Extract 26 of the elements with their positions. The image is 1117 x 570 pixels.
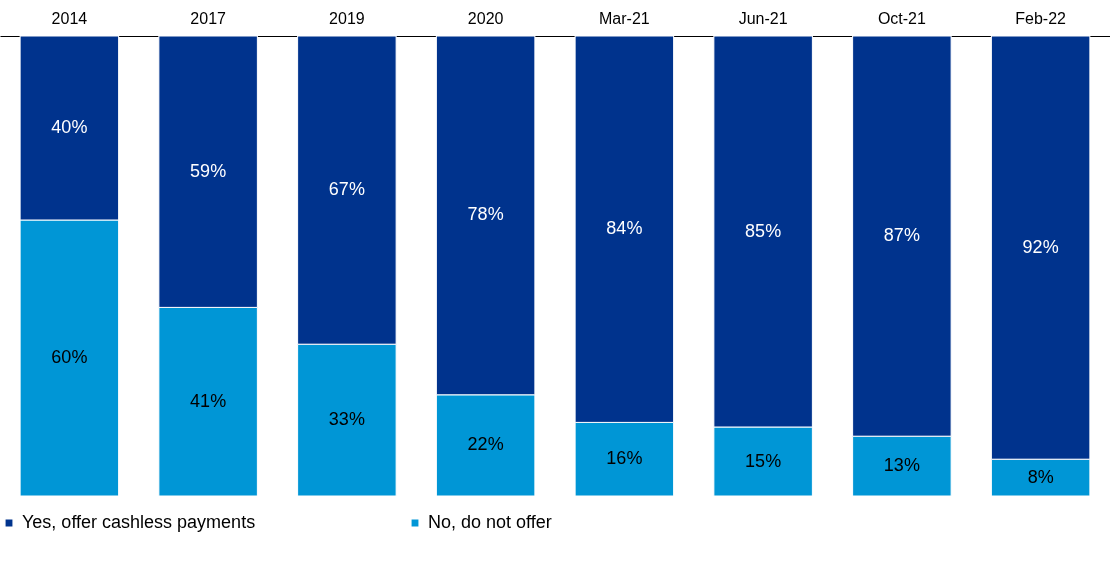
x-tick-label: 2019 bbox=[329, 9, 365, 27]
data-label: 13% bbox=[883, 455, 920, 476]
data-label: 67% bbox=[328, 179, 365, 200]
x-tick-label: Mar-21 bbox=[599, 9, 650, 27]
data-label: 59% bbox=[190, 160, 227, 181]
data-label: 40% bbox=[51, 117, 88, 137]
x-tick-label: Oct-21 bbox=[877, 9, 926, 27]
data-label: 92% bbox=[1022, 236, 1059, 257]
data-label: 60% bbox=[51, 347, 88, 367]
data-label: 84% bbox=[606, 218, 643, 239]
legend-label: No, do not offer bbox=[428, 512, 552, 532]
data-label: 16% bbox=[606, 448, 643, 469]
legend-label: Yes, offer cashless payments bbox=[22, 512, 256, 532]
data-label: 33% bbox=[328, 409, 365, 430]
x-tick-label: 2017 bbox=[190, 9, 227, 27]
data-label: 15% bbox=[745, 450, 782, 471]
x-tick-label: 2020 bbox=[467, 9, 504, 27]
data-label: 78% bbox=[467, 204, 504, 225]
data-label: 22% bbox=[467, 434, 504, 455]
x-tick-label: 2014 bbox=[51, 9, 88, 27]
x-tick-label: Jun-21 bbox=[738, 9, 788, 27]
data-label: 85% bbox=[745, 220, 782, 241]
data-label: 87% bbox=[883, 225, 920, 246]
data-label: 8% bbox=[1027, 466, 1054, 487]
data-label: 41% bbox=[190, 390, 227, 411]
x-tick-label: Feb-22 bbox=[1015, 9, 1067, 27]
